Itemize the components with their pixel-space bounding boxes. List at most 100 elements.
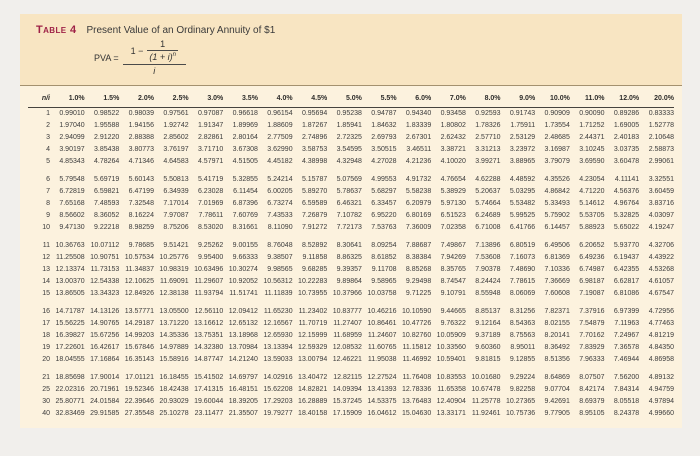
- value-cell: 17.29203: [263, 397, 293, 405]
- value-cell: 4.64583: [163, 157, 189, 165]
- row-label: 9: [46, 211, 50, 219]
- value-cell: 4.62288: [475, 175, 501, 183]
- value-cell: 4.81219: [648, 331, 674, 339]
- value-cell: 15.56225: [55, 319, 85, 327]
- value-cell: 2.57710: [475, 133, 501, 141]
- value-cell: 8.42174: [579, 385, 605, 393]
- value-cell: 16.42617: [90, 343, 120, 351]
- value-cell: 18.42438: [159, 385, 189, 393]
- value-cell: 10.05909: [436, 331, 466, 339]
- value-cell: 11.73153: [90, 265, 120, 273]
- value-cell: 12.38138: [159, 289, 189, 297]
- value-cell: 18.39205: [228, 397, 258, 405]
- row-label: 40: [42, 409, 50, 417]
- value-cell: 11.69091: [159, 277, 189, 285]
- value-cell: 10.27365: [505, 397, 536, 405]
- column-header-rate: 10.0%: [535, 91, 570, 108]
- value-cell: 9.77905: [544, 409, 570, 417]
- value-cell: 22.39646: [124, 397, 154, 405]
- value-cell: 11.65230: [263, 307, 293, 315]
- column-header-rate: 9.0%: [500, 91, 536, 108]
- value-cell: 13.16612: [194, 319, 224, 327]
- value-cell: 4.45182: [267, 157, 293, 165]
- value-cell: 5.60143: [128, 175, 154, 183]
- row-label: 11: [42, 241, 50, 249]
- value-cell: 15.04630: [402, 409, 432, 417]
- value-cell: 6.81369: [544, 253, 570, 261]
- value-cell: 2.99061: [648, 157, 674, 165]
- value-cell: 2.77509: [267, 133, 293, 141]
- value-cell: 0.97087: [197, 109, 224, 117]
- table-row-n-9: 9 8.56602 8.36052 8.16224 7.97087 7.78611 7.60…: [28, 210, 674, 222]
- value-cell: 5.97130: [440, 199, 466, 207]
- value-cell: 4.86842: [544, 187, 570, 195]
- value-cell: 2.74896: [301, 133, 328, 141]
- value-cell: 6.59821: [94, 187, 120, 195]
- value-cell: 0.83333: [648, 109, 674, 117]
- value-cell: 3.80773: [128, 145, 154, 153]
- value-cell: 27.35548: [124, 409, 154, 417]
- value-cell: 10.37966: [332, 289, 362, 297]
- value-cell: 13.40472: [298, 373, 328, 381]
- value-cell: 2.44371: [579, 133, 605, 141]
- value-cell: 5.14612: [579, 199, 605, 207]
- value-cell: 11.68959: [333, 331, 362, 339]
- value-cell: 17.90014: [90, 373, 120, 381]
- value-cell: 10.36763: [55, 241, 85, 249]
- value-cell: 6.20979: [405, 199, 432, 207]
- value-cell: 0.96618: [232, 109, 258, 117]
- value-cell: 7.48593: [94, 199, 120, 207]
- value-cell: 4.67547: [648, 289, 674, 297]
- row-label: 3: [46, 133, 50, 141]
- value-cell: 5.32855: [232, 175, 258, 183]
- value-cell: 8.85137: [475, 307, 501, 315]
- value-cell: 4.71220: [579, 187, 605, 195]
- value-cell: 2.58873: [648, 145, 674, 153]
- value-cell: 14.29187: [124, 319, 154, 327]
- value-cell: 1.87267: [301, 121, 328, 129]
- value-cell: 6.81086: [613, 289, 640, 297]
- value-cell: 13.34323: [90, 289, 120, 297]
- value-cell: 4.35526: [544, 175, 570, 183]
- value-cell: 5.24214: [267, 175, 293, 183]
- value-cell: 7.37916: [579, 307, 605, 315]
- value-cell: 2.88388: [128, 133, 154, 141]
- value-cell: 10.57534: [124, 253, 154, 261]
- value-cell: 17.15909: [332, 409, 362, 417]
- value-cell: 17.16864: [90, 355, 120, 363]
- value-cell: 19.52346: [124, 385, 154, 393]
- value-cell: 4.43922: [648, 253, 674, 261]
- value-cell: 1.92742: [163, 121, 189, 129]
- value-cell: 4.97894: [648, 397, 674, 405]
- value-cell: 4.99660: [648, 409, 674, 417]
- value-cell: 10.98319: [159, 265, 189, 273]
- value-cell: 9.22218: [94, 223, 120, 231]
- value-cell: 7.56200: [613, 373, 640, 381]
- value-cell: 6.62817: [613, 277, 640, 285]
- value-cell: 10.75736: [505, 409, 536, 417]
- value-cell: 12.08532: [332, 343, 362, 351]
- value-cell: 15.67256: [90, 331, 120, 339]
- value-cell: 9.37189: [475, 331, 501, 339]
- value-cell: 8.24424: [475, 277, 501, 285]
- value-cell: 5.53482: [509, 199, 536, 207]
- column-header-rate: 7.0%: [431, 91, 466, 108]
- value-cell: 9.10791: [440, 289, 466, 297]
- table-row-n-14: 14 13.00370 12.54338 12.10625 11.69091 11.296…: [28, 276, 674, 288]
- value-cell: 12.82115: [333, 373, 362, 381]
- value-cell: 5.79548: [59, 175, 85, 183]
- value-cell: 9.81815: [475, 355, 501, 363]
- value-cell: 6.41766: [509, 223, 536, 231]
- value-cell: 12.16567: [263, 319, 293, 327]
- value-cell: 3.79079: [544, 157, 570, 165]
- value-cell: 4.72956: [648, 307, 674, 315]
- value-cell: 11.25508: [55, 253, 85, 261]
- value-cell: 4.51505: [232, 157, 258, 165]
- value-cell: 8.74547: [440, 277, 466, 285]
- value-cell: 16.39827: [55, 331, 85, 339]
- pva-formula: PVA = 1 − 1 (1 + i)n i: [94, 39, 668, 76]
- value-cell: 8.06069: [509, 289, 536, 297]
- value-cell: 5.15787: [301, 175, 328, 183]
- value-cell: 8.55948: [475, 289, 501, 297]
- value-cell: 10.83777: [332, 307, 362, 315]
